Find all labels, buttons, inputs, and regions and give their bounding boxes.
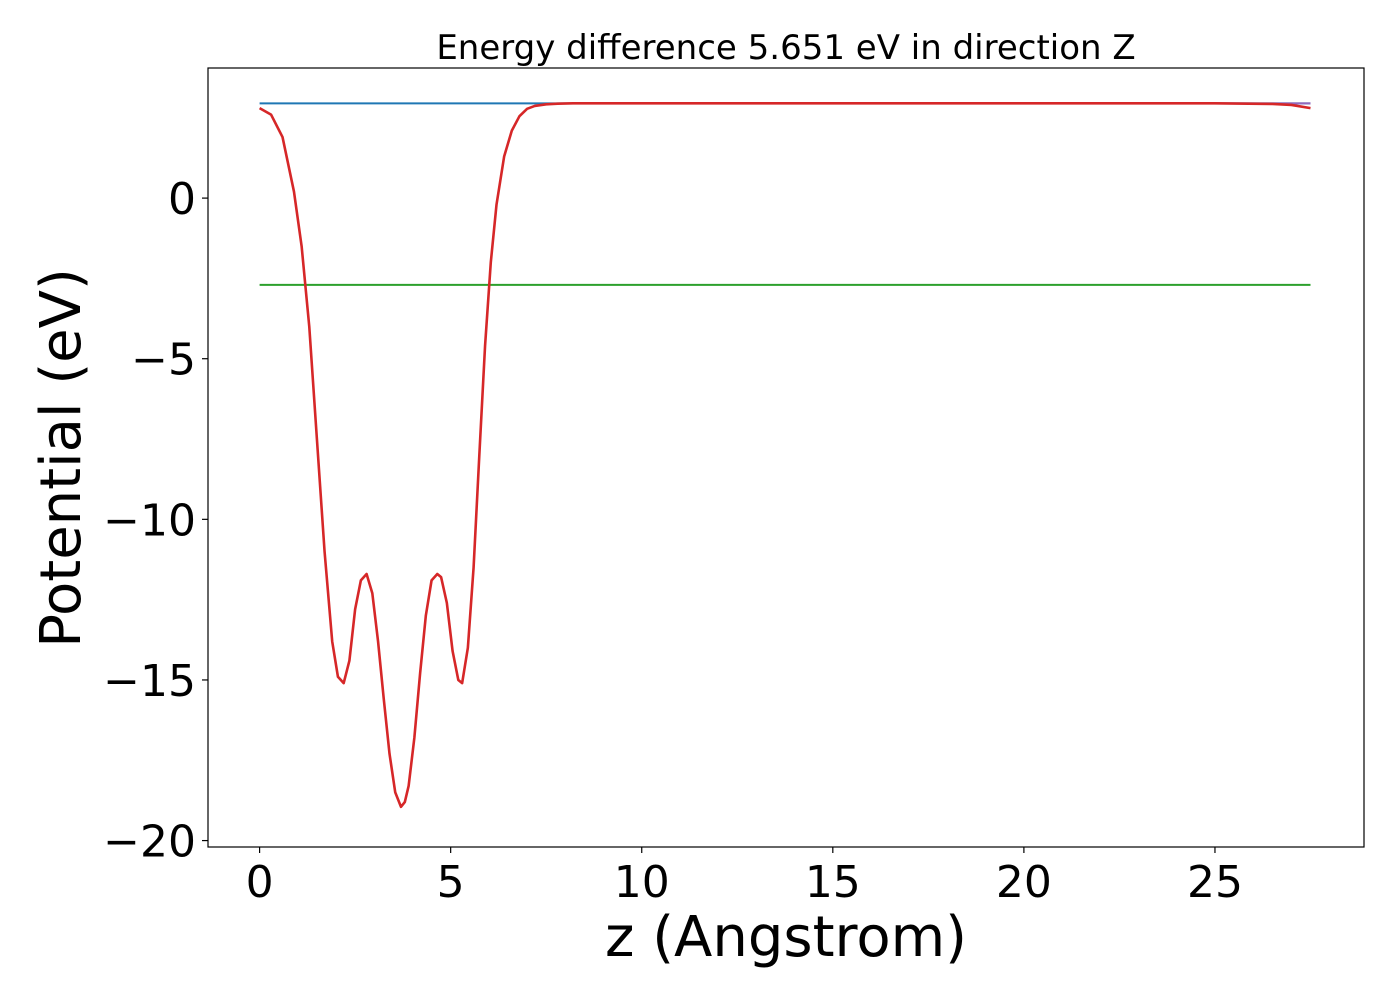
y-axis-label: Potential (eV) bbox=[29, 268, 94, 648]
x-tick-label: 20 bbox=[996, 857, 1052, 908]
plot-lines bbox=[258, 102, 1311, 809]
x-tick-label: 0 bbox=[246, 857, 274, 908]
x-axis-label: z (Angstrom) bbox=[605, 905, 967, 970]
y-tick-label: −15 bbox=[103, 656, 196, 707]
series-line-3 bbox=[258, 102, 1311, 809]
x-axis-ticks: 0 5 10 15 20 25 bbox=[246, 847, 1243, 908]
chart-title: Energy difference 5.651 eV in direction … bbox=[436, 28, 1135, 68]
y-tick-label: −20 bbox=[103, 817, 196, 868]
y-axis-ticks: 0 −5 −10 −15 −20 bbox=[103, 174, 208, 868]
x-tick-label: 25 bbox=[1187, 857, 1243, 908]
plot-frame bbox=[207, 67, 1365, 848]
x-tick-label: 5 bbox=[437, 857, 465, 908]
y-tick-label: 0 bbox=[168, 174, 196, 225]
x-tick-label: 10 bbox=[614, 857, 670, 908]
y-tick-label: −10 bbox=[103, 495, 196, 546]
x-tick-label: 15 bbox=[805, 857, 861, 908]
y-tick-label: −5 bbox=[131, 335, 196, 386]
